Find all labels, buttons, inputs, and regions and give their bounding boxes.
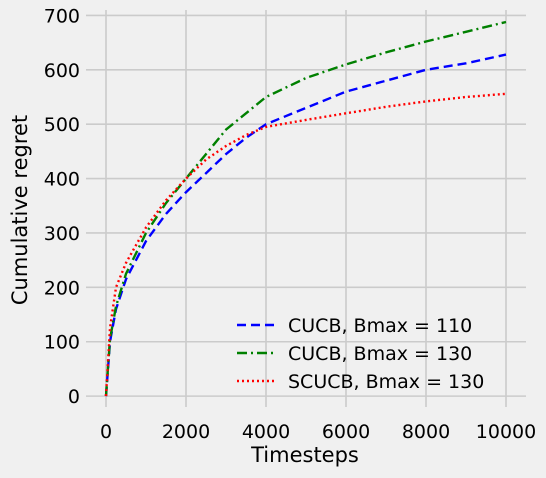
- legend-label-1: CUCB, Bmax = 110: [288, 315, 472, 337]
- y-axis-title: Cumulative regret: [8, 115, 32, 305]
- y-tick-label: 400: [44, 169, 80, 191]
- x-axis-title: Timesteps: [250, 443, 359, 467]
- legend: CUCB, Bmax = 110 CUCB, Bmax = 130 SCUCB, B…: [237, 315, 484, 393]
- y-tick-label: 200: [44, 277, 80, 299]
- plot-area: [86, 10, 526, 407]
- series-line-2: [104, 20, 507, 397]
- x-axis-ticks: 0 2000 4000 6000 8000 10000: [100, 421, 536, 443]
- y-tick-label: 0: [68, 386, 80, 408]
- y-tick-label: 100: [44, 332, 80, 354]
- legend-label-3: SCUCB, Bmax = 130: [288, 371, 484, 393]
- series-line-1: [104, 53, 507, 397]
- y-tick-label: 500: [44, 114, 80, 136]
- series-layer: [104, 20, 507, 397]
- x-tick-label: 6000: [322, 421, 370, 443]
- x-tick-label: 4000: [242, 421, 290, 443]
- x-tick-label: 0: [100, 421, 112, 443]
- x-tick-label: 2000: [162, 421, 210, 443]
- y-tick-label: 300: [44, 223, 80, 245]
- legend-label-2: CUCB, Bmax = 130: [288, 343, 472, 365]
- y-axis-ticks: 0 100 200 300 400 500 600 700: [44, 5, 80, 408]
- x-tick-label: 10000: [476, 421, 536, 443]
- grid: [86, 10, 526, 407]
- x-tick-label: 8000: [402, 421, 450, 443]
- y-tick-label: 700: [44, 5, 80, 27]
- series-line-3: [104, 92, 507, 397]
- y-tick-label: 600: [44, 60, 80, 82]
